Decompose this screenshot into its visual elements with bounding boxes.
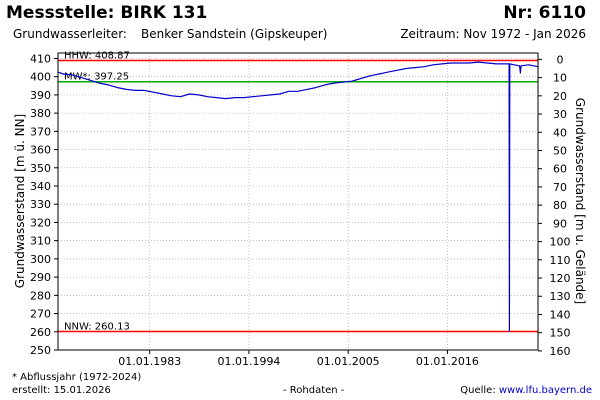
y2-tick-label: 30 (553, 108, 567, 121)
y-tick-label: 250 (30, 344, 51, 357)
y2-tick-label: 20 (553, 90, 567, 103)
y-tick-label: 270 (30, 308, 51, 321)
y2-tick-label: 100 (550, 236, 571, 249)
source-link[interactable]: www.lfu.bayern.de (498, 385, 592, 396)
y-tick-label: 340 (30, 180, 51, 193)
y2-tick-label: 160 (550, 345, 571, 358)
aquifer-value: Benker Sandstein (Gipskeuper) (141, 27, 328, 41)
y2-tick-label: 70 (553, 181, 567, 194)
y-tick-label: 410 (30, 52, 51, 65)
y-tick-label: 300 (30, 253, 51, 266)
refline-label-mw: MW*: 397.25 (64, 72, 129, 83)
y-tick-label: 280 (30, 289, 51, 302)
station-number: Nr: 6110 (503, 3, 586, 23)
y2-tick-label: 10 (553, 72, 567, 85)
y2-tick-label: 90 (553, 217, 567, 230)
y2-tick-label: 50 (553, 144, 567, 157)
refline-label-nnw: NNW: 260.13 (64, 322, 130, 333)
raw-data-label: - Rohdaten - (283, 385, 345, 396)
y2-tick-label: 140 (550, 308, 571, 321)
y2-axis-ticks: 0 10 20 30 40 50 60 70 80 90 100 110 120 130 140 150 160 (538, 53, 571, 358)
station-title: Messstelle: BIRK 131 (6, 3, 208, 23)
y-tick-label: 290 (30, 271, 51, 284)
x-tick-label: 01.01.1994 (217, 355, 280, 368)
grid (58, 53, 538, 351)
series-line-0 (57, 61, 539, 333)
y-tick-label: 380 (30, 107, 51, 120)
y2-tick-label: 110 (550, 254, 571, 267)
y-tick-label: 330 (30, 198, 51, 211)
y2-tick-label: 130 (550, 290, 571, 303)
refline-label-hhw: HHW: 408.87 (64, 51, 130, 62)
y-tick-label: 350 (30, 162, 51, 175)
source-label: Quelle: (460, 385, 499, 396)
y2-axis-label: Grundwasserstand [m u. Gelände] (573, 98, 587, 304)
plot-frame (57, 52, 539, 351)
y2-tick-label: 0 (557, 53, 564, 66)
y-axis-label: Grundwasserstand [m ü. NN] (13, 114, 27, 288)
x-tick-label: 01.01.2016 (416, 355, 479, 368)
reference-lines: HHW: 408.87 MW*: 397.25 NNW: 260.13 (58, 51, 538, 333)
y-axis-ticks: 250 260 270 280 290 300 310 320 330 340 350 360 370 3… (30, 52, 58, 357)
y-tick-label: 320 (30, 216, 51, 229)
x-axis-ticks: 01.01.1983 01.01.1994 01.01.2005 01.01.2016 (118, 350, 479, 368)
y-tick-label: 390 (30, 89, 51, 102)
x-tick-label: 01.01.2005 (317, 355, 380, 368)
y2-tick-label: 150 (550, 327, 571, 340)
footnote: * Abflussjahr (1972-2024) (12, 372, 142, 383)
x-tick-label: 01.01.1983 (118, 355, 181, 368)
series-layer (57, 61, 539, 333)
y2-tick-label: 80 (553, 199, 567, 212)
y2-tick-label: 120 (550, 272, 571, 285)
y2-tick-label: 40 (553, 126, 567, 139)
source: Quelle: www.lfu.bayern.de (460, 385, 592, 396)
y-tick-label: 400 (30, 71, 51, 84)
y-tick-label: 310 (30, 235, 51, 248)
created-date: erstellt: 15.01.2026 (12, 385, 111, 396)
period-label: Zeitraum: Nov 1972 - Jan 2026 (400, 27, 586, 41)
aquifer-label: Grundwasserleiter: (13, 27, 127, 41)
y-tick-label: 370 (30, 125, 51, 138)
y2-tick-label: 60 (553, 163, 567, 176)
y-tick-label: 360 (30, 144, 51, 157)
y-tick-label: 260 (30, 326, 51, 339)
